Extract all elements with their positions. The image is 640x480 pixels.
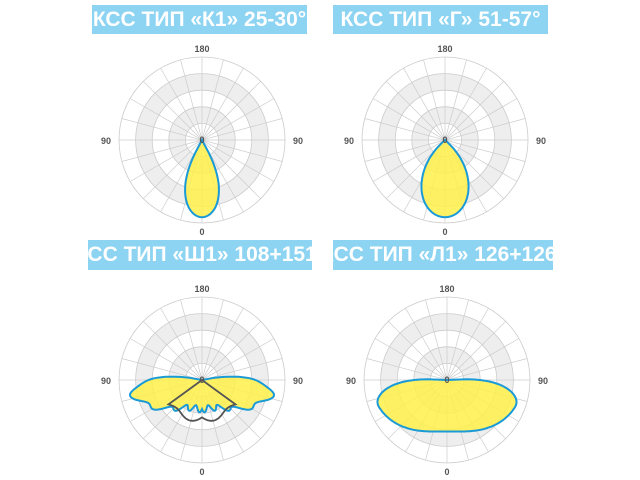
label-180: 180	[439, 284, 454, 294]
label-90-right: 90	[293, 376, 303, 386]
intensity-curve	[420, 138, 470, 219]
label-0-center: 0	[442, 135, 447, 145]
label-0-center: 0	[199, 375, 204, 385]
label-0-center: 0	[444, 375, 449, 385]
intensity-curve	[376, 378, 518, 433]
secondary-curve	[166, 378, 238, 422]
label-0-bottom: 0	[442, 227, 447, 237]
polar-diagram-sh1: 180 90 90 0 0	[101, 284, 303, 477]
polar-diagram-k1: 180 90 90 0 0	[101, 44, 303, 237]
label-90-left: 90	[101, 136, 111, 146]
label-0-bottom: 0	[444, 467, 449, 477]
label-90-left: 90	[344, 136, 354, 146]
label-90-left: 90	[346, 376, 356, 386]
intensity-curve	[128, 375, 276, 414]
label-0-center: 0	[199, 135, 204, 145]
diagram-title-l1: КСС ТИП «Л1» 126+126°	[321, 240, 565, 270]
label-180: 180	[194, 44, 209, 54]
diagram-title-k1: КСС ТИП «К1» 25-30°	[92, 5, 307, 34]
diagram-title-g: КСС ТИП «Г» 51-57°	[333, 5, 548, 34]
intensity-curve	[184, 137, 220, 219]
label-90-right: 90	[536, 136, 546, 146]
label-180: 180	[194, 284, 209, 294]
label-90-left: 90	[101, 376, 111, 386]
polar-diagram-l1: 180 90 90 0 0	[346, 284, 548, 477]
diagram-title-sh1: КСС ТИП «Ш1» 108+151°	[75, 240, 325, 270]
label-90-right: 90	[293, 136, 303, 146]
label-180: 180	[437, 44, 452, 54]
label-0-bottom: 0	[199, 467, 204, 477]
label-0-bottom: 0	[199, 227, 204, 237]
label-90-right: 90	[538, 376, 548, 386]
polar-diagram-g: 180 90 90 0 0	[344, 44, 546, 237]
